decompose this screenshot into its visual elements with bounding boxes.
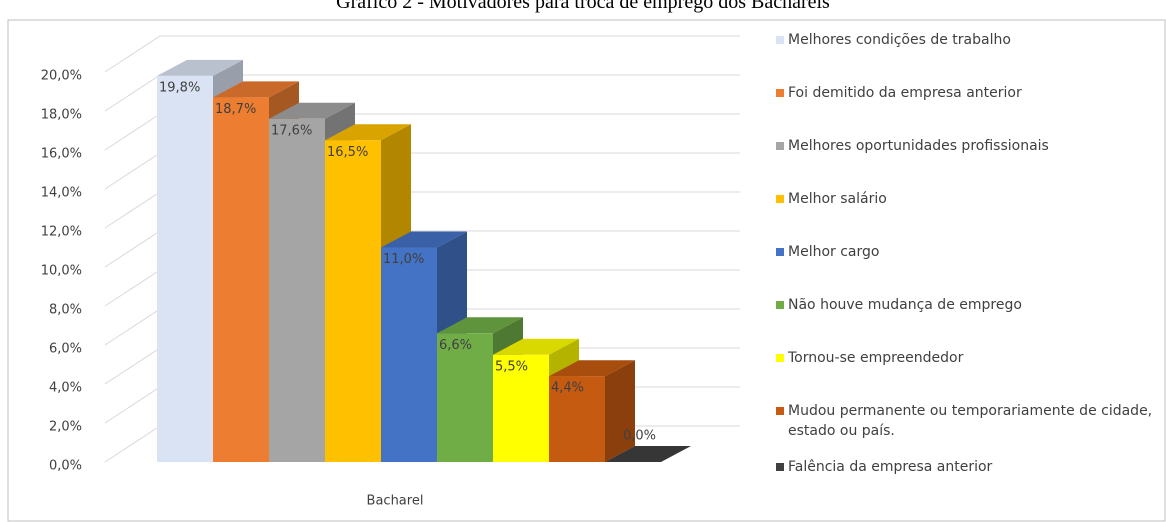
data-label: 18,7% — [215, 102, 256, 117]
y-tick-label: 20,0% — [41, 69, 82, 84]
legend-entry: Melhor cargo — [776, 242, 1166, 262]
bar-front — [437, 333, 493, 462]
data-label: 6,6% — [439, 338, 472, 353]
data-label: 17,6% — [271, 123, 312, 138]
y-tick-label: 12,0% — [41, 225, 82, 240]
bar-top — [437, 317, 523, 334]
legend-swatch — [776, 407, 784, 415]
bar-front — [325, 140, 381, 462]
legend-swatch — [776, 301, 784, 309]
legend-label: Mudou permanente ou temporariamente de c… — [788, 403, 1153, 439]
bar-front — [381, 247, 437, 462]
grid-line — [104, 35, 740, 73]
bar-front — [157, 75, 213, 463]
legend-label: Melhor cargo — [788, 244, 880, 260]
legend-swatch — [776, 463, 784, 471]
legend-label: Melhor salário — [788, 191, 887, 207]
bar-top — [549, 360, 635, 377]
data-label: 5,5% — [495, 359, 528, 374]
y-tick-label: 16,0% — [41, 147, 82, 162]
bar-front — [213, 97, 269, 462]
legend-label: Melhores condições de trabalho — [788, 32, 1011, 48]
legend-swatch — [776, 36, 784, 44]
bar-front — [549, 376, 605, 462]
legend-entry: Falência da empresa anterior — [776, 457, 1166, 477]
bar-top — [381, 231, 467, 248]
y-tick-label: 10,0% — [41, 264, 82, 279]
legend-label: Falência da empresa anterior — [788, 459, 993, 475]
bar — [605, 446, 691, 462]
legend-entry: Tornou-se empreendedor — [776, 348, 1166, 368]
legend-label: Foi demitido da empresa anterior — [788, 85, 1022, 101]
data-label: 4,4% — [551, 381, 584, 396]
legend-swatch — [776, 195, 784, 203]
legend-entry: Melhores condições de trabalho — [776, 30, 1166, 50]
x-tick-label: Bacharel — [367, 494, 424, 509]
legend-label: Não houve mudança de emprego — [788, 297, 1022, 313]
y-tick-label: 14,0% — [41, 186, 82, 201]
legend-entry: Melhores oportunidades profissionais — [776, 136, 1166, 156]
legend-swatch — [776, 142, 784, 150]
bar-top — [605, 446, 691, 462]
legend-entry: Mudou permanente ou temporariamente de c… — [776, 401, 1166, 441]
chart-title: Gráfico 2 - Motivadores para troca de em… — [336, 0, 830, 13]
bar-top — [213, 81, 299, 98]
y-tick-label: 4,0% — [49, 381, 82, 396]
y-tick-label: 0,0% — [49, 459, 82, 474]
legend-swatch — [776, 89, 784, 97]
legend-label: Melhores oportunidades profissionais — [788, 138, 1049, 154]
bar-top — [493, 338, 579, 355]
data-label: 11,0% — [383, 252, 424, 267]
legend-label: Tornou-se empreendedor — [788, 350, 964, 366]
legend-entry: Não houve mudança de emprego — [776, 295, 1166, 315]
bar-top — [325, 124, 411, 141]
data-label: 16,5% — [327, 145, 368, 160]
bar-side — [605, 360, 635, 462]
bar-top — [269, 102, 355, 119]
data-label: 0,0% — [623, 429, 656, 444]
y-tick-label: 8,0% — [49, 303, 82, 318]
legend-swatch — [776, 354, 784, 362]
y-tick-label: 6,0% — [49, 342, 82, 357]
data-label: 19,8% — [159, 80, 200, 95]
y-tick-label: 18,0% — [41, 108, 82, 123]
bar-top — [157, 59, 243, 76]
y-tick-label: 2,0% — [49, 420, 82, 435]
bar-front — [269, 118, 325, 463]
bar — [549, 360, 635, 462]
bar-front — [493, 354, 549, 462]
legend-entry: Melhor salário — [776, 189, 1166, 209]
legend-swatch — [776, 248, 784, 256]
chart-border — [7, 19, 1166, 522]
legend-entry: Foi demitido da empresa anterior — [776, 83, 1166, 103]
